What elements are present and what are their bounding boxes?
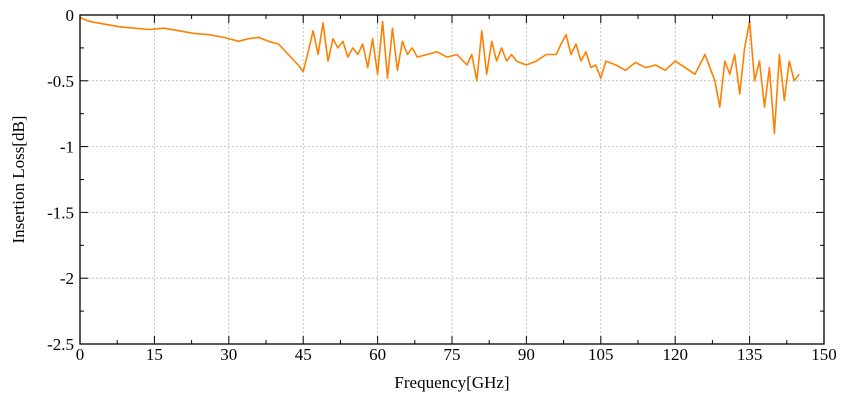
x-tick-label: 120 bbox=[662, 345, 688, 364]
y-tick-label: 0 bbox=[66, 6, 75, 25]
y-tick-label: -0.5 bbox=[47, 72, 74, 91]
x-tick-label: 60 bbox=[369, 345, 386, 364]
y-tick-label: -2 bbox=[60, 269, 74, 288]
x-tick-label: 90 bbox=[518, 345, 535, 364]
x-tick-label: 45 bbox=[295, 345, 312, 364]
x-tick-label: 105 bbox=[588, 345, 614, 364]
grid-lines bbox=[80, 15, 824, 344]
x-tick-label: 30 bbox=[220, 345, 237, 364]
series-line bbox=[79, 16, 800, 135]
y-tick-label: -1.5 bbox=[47, 203, 74, 222]
x-axis-title: Frequency[GHz] bbox=[394, 373, 509, 392]
y-tick-label: -1 bbox=[60, 138, 74, 157]
series-layer bbox=[79, 16, 800, 135]
x-tick-label: 0 bbox=[76, 345, 85, 364]
x-tick-label: 15 bbox=[146, 345, 163, 364]
axis-ticks bbox=[79, 14, 825, 345]
x-tick-label: 75 bbox=[444, 345, 461, 364]
y-axis-title: Insertion Loss[dB] bbox=[9, 116, 28, 244]
y-tick-label: -2.5 bbox=[47, 335, 74, 354]
x-tick-label: 150 bbox=[811, 345, 837, 364]
x-tick-labels: 0 15 30 45 60 75 90 105 120 135 150 bbox=[76, 345, 837, 364]
x-tick-label: 135 bbox=[737, 345, 763, 364]
y-tick-labels: 0 -0.5 -1 -1.5 -2 -2.5 bbox=[47, 6, 74, 354]
